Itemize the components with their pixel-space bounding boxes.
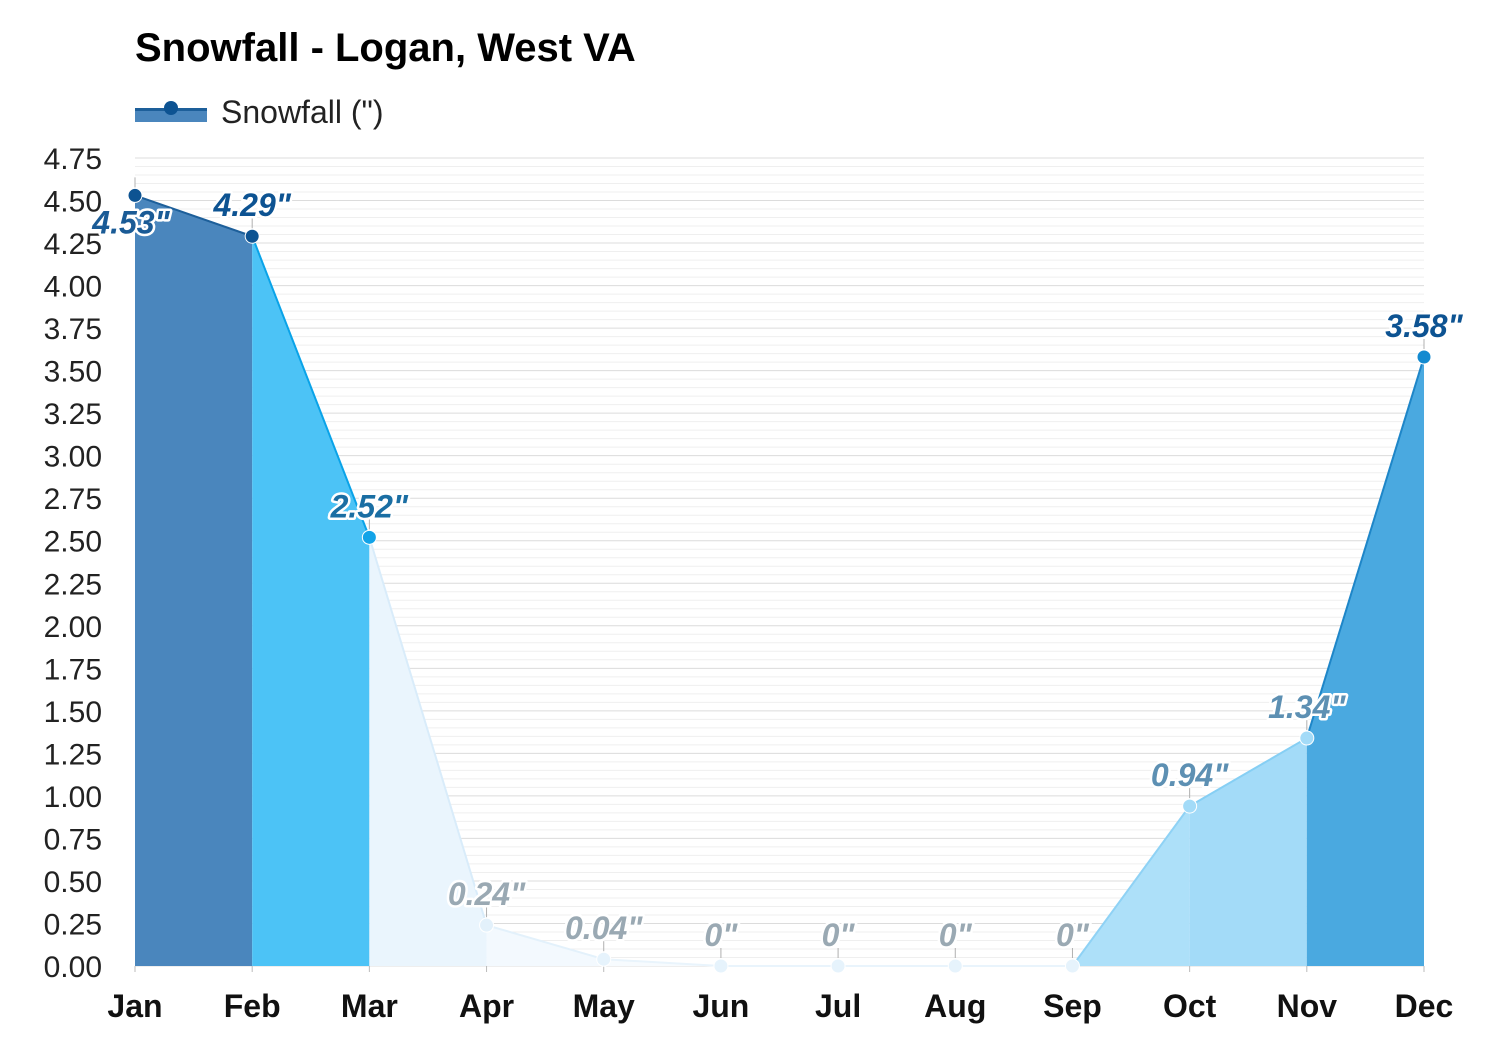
data-label: 0" [704, 917, 738, 953]
area-segment [1189, 738, 1307, 966]
data-point [244, 228, 260, 244]
y-tick-label: 2.75 [44, 483, 102, 516]
data-label: 4.53" [91, 204, 170, 240]
x-tick-label: Mar [341, 988, 398, 1024]
data-point [1182, 798, 1198, 814]
data-label: 4.29" [212, 187, 291, 223]
line-segment [1305, 356, 1425, 739]
line-segment [1071, 805, 1191, 967]
data-label: 0" [939, 917, 973, 953]
data-label: 3.58" [1385, 308, 1463, 344]
data-labels: 4.53" 4.29" 2.52" 0.24" 0.04" 0" 0" 0" 0" 0.94" 1.… [89, 185, 1466, 956]
series-line [134, 194, 1425, 967]
data-point [479, 917, 495, 933]
line-segment [251, 235, 371, 538]
data-label: 1.34" [1268, 689, 1346, 725]
legend-swatch-dot [164, 101, 178, 115]
x-axis: Jan Feb Mar Apr May Jun Jul Aug Sep Oct Nov Dec [107, 966, 1453, 1024]
y-tick-label: 3.25 [44, 398, 102, 431]
y-tick-label: 3.50 [44, 356, 102, 389]
y-tick-label: 3.00 [44, 441, 102, 474]
data-point [947, 958, 963, 974]
chart-title: Snowfall - Logan, West VA [135, 26, 636, 70]
x-tick-label: Sep [1043, 988, 1102, 1024]
data-point [1416, 349, 1432, 365]
data-label: 0" [822, 917, 856, 953]
data-point [596, 951, 612, 967]
data-point [1064, 958, 1080, 974]
line-segment [486, 924, 605, 961]
y-axis: 0.00 0.25 0.50 0.75 1.00 1.25 1.50 1.75 2.00 2.25… [44, 143, 102, 984]
line-segment [603, 958, 721, 967]
data-label: 0.04" [565, 910, 643, 946]
y-tick-label: 4.25 [44, 228, 102, 261]
x-tick-label: Aug [924, 988, 986, 1024]
y-tick-label: 1.50 [44, 696, 102, 729]
x-tick-label: Dec [1395, 988, 1454, 1024]
data-point [713, 958, 729, 974]
area-segments [135, 195, 1424, 967]
y-tick-label: 3.75 [44, 313, 102, 346]
y-tick-label: 4.50 [44, 186, 102, 219]
y-tick-label: 0.00 [44, 951, 102, 984]
data-point [361, 529, 377, 545]
x-tick-label: Apr [459, 988, 514, 1024]
area-segment [486, 925, 604, 966]
area-segment [252, 236, 370, 967]
data-label: 0.94" [1151, 757, 1229, 793]
y-tick-label: 2.25 [44, 568, 102, 601]
y-tick-label: 4.75 [44, 143, 102, 176]
x-tick-label: Jun [692, 988, 749, 1024]
y-tick-label: 1.25 [44, 738, 102, 771]
x-tick-label: May [573, 988, 635, 1024]
x-tick-label: Jul [815, 988, 861, 1024]
legend-label: Snowfall (") [221, 93, 384, 130]
y-tick-label: 2.50 [44, 526, 102, 559]
data-point [127, 187, 143, 203]
y-tick-label: 2.00 [44, 611, 102, 644]
x-tick-label: Oct [1163, 988, 1217, 1024]
legend-swatch [135, 92, 207, 132]
y-tick-label: 0.25 [44, 908, 102, 941]
y-tick-label: 4.00 [44, 271, 102, 304]
area-segment [135, 195, 253, 966]
legend[interactable]: Snowfall (") [135, 92, 384, 132]
x-tick-label: Feb [224, 988, 281, 1024]
area-segment [369, 537, 487, 966]
y-tick-label: 0.75 [44, 823, 102, 856]
line-segment [134, 194, 253, 238]
y-tick-label: 1.75 [44, 653, 102, 686]
data-label: 2.52" [330, 488, 409, 524]
x-tick-label: Jan [107, 988, 162, 1024]
y-tick-label: 0.50 [44, 866, 102, 899]
data-label: 0.24" [448, 876, 526, 912]
x-tick-label: Nov [1277, 988, 1338, 1024]
data-point [830, 958, 846, 974]
area-segment [1306, 357, 1424, 966]
data-points [127, 177, 1432, 974]
data-point [1299, 730, 1315, 746]
line-segment [1189, 737, 1308, 807]
data-label: 0" [1056, 917, 1090, 953]
y-tick-label: 1.00 [44, 781, 102, 814]
line-segment [368, 537, 488, 926]
